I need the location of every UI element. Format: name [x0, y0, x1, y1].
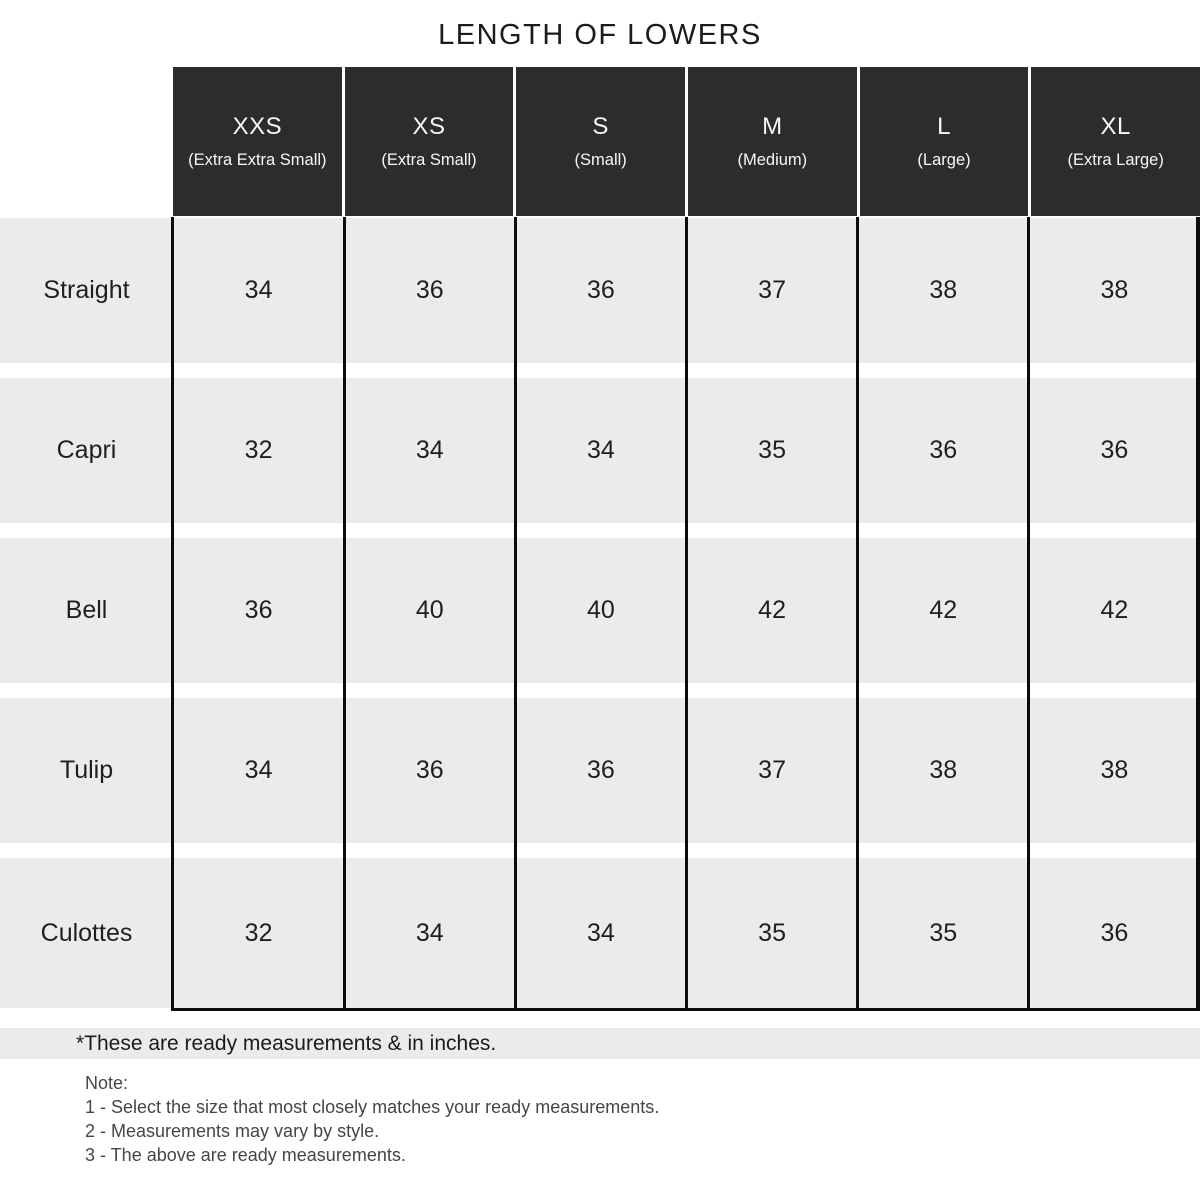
- measurement-cell: 42: [758, 596, 786, 624]
- measurement-cell: 34: [244, 276, 273, 304]
- measurement-cell: 38: [929, 276, 958, 304]
- size-full-name: (Extra Extra Small): [188, 151, 327, 169]
- column-divider: [856, 217, 859, 1011]
- table-right-border: [1196, 217, 1200, 1011]
- measurement-cell: 32: [244, 918, 273, 947]
- measurement-cell: 32: [244, 436, 273, 464]
- row-label: Tulip: [59, 756, 114, 784]
- measurement-cell: 37: [758, 756, 786, 784]
- size-code: S: [592, 113, 609, 140]
- row-label: Bell: [65, 596, 108, 624]
- table-row-bell: Bell 36 40 40 42 42 42: [0, 538, 1200, 683]
- footnote-band: *These are ready measurements & in inche…: [0, 1028, 1200, 1059]
- measurement-cell: 36: [587, 756, 615, 784]
- size-full-name: (Medium): [737, 151, 808, 169]
- measurement-cell: 38: [1100, 276, 1129, 304]
- measurement-cell: 36: [244, 596, 273, 624]
- row-label: Straight: [43, 276, 130, 304]
- size-column-header-l: L (Large): [859, 67, 1029, 216]
- measurement-cell: 34: [587, 918, 615, 947]
- size-code: XS: [412, 113, 446, 140]
- page-title: LENGTH OF LOWERS: [438, 19, 762, 51]
- measurement-cell: 38: [929, 756, 958, 784]
- measurement-cell: 36: [415, 276, 444, 304]
- measurement-cell: 36: [1100, 918, 1129, 947]
- row-label: Culottes: [40, 918, 133, 947]
- measurement-cell: 35: [758, 436, 786, 464]
- size-column-header-s: S (Small): [516, 67, 686, 216]
- size-column-header-xs: XS (Extra Small): [344, 67, 514, 216]
- table-row-tulip: Tulip 34 36 36 37 38 38: [0, 698, 1200, 843]
- size-code: L: [937, 113, 951, 140]
- size-code: M: [762, 113, 783, 140]
- measurement-cell: 37: [758, 276, 786, 304]
- column-divider: [514, 217, 517, 1011]
- size-code: XXS: [232, 113, 283, 140]
- measurement-cell: 40: [587, 596, 615, 624]
- measurement-cell: 36: [415, 756, 444, 784]
- note-item: 1 - Select the size that most closely ma…: [85, 1097, 660, 1117]
- size-column-header-m: M (Medium): [688, 67, 857, 216]
- row-label: Capri: [56, 436, 117, 464]
- size-column-header-xl: XL (Extra Large): [1031, 67, 1200, 216]
- table-row-capri: Capri 32 34 34 35 36 36: [0, 378, 1200, 523]
- table-row-culottes: Culottes 32 34 34 35 35 36: [0, 858, 1200, 1008]
- size-full-name: (Extra Small): [381, 151, 477, 169]
- measurement-cell: 36: [929, 436, 958, 464]
- measurement-cell: 34: [415, 918, 444, 947]
- column-divider: [685, 217, 688, 1011]
- size-full-name: (Extra Large): [1067, 151, 1164, 169]
- measurement-cell: 42: [1100, 596, 1129, 624]
- measurement-cell: 34: [415, 436, 444, 464]
- size-header-row: XXS (Extra Extra Small) XS (Extra Small)…: [173, 67, 1200, 216]
- notes-block: Note: 1 - Select the size that most clos…: [85, 1071, 659, 1167]
- notes-heading: Note:: [85, 1073, 129, 1093]
- measurement-cell: 40: [415, 596, 444, 624]
- measurement-cell: 42: [929, 596, 958, 624]
- column-divider: [343, 217, 346, 1011]
- measurement-cell: 35: [929, 918, 958, 947]
- table-bottom-border: [171, 1008, 1200, 1011]
- measurement-cell: 34: [244, 756, 273, 784]
- measurement-cell: 36: [587, 276, 615, 304]
- measurement-cell: 38: [1100, 756, 1129, 784]
- footnote-text: *These are ready measurements & in inche…: [76, 1031, 497, 1055]
- measurement-cell: 36: [1100, 436, 1129, 464]
- measurement-cell: 35: [758, 918, 786, 947]
- note-item: 3 - The above are ready measurements.: [85, 1145, 406, 1165]
- size-full-name: (Large): [917, 151, 971, 169]
- note-item: 2 - Measurements may vary by style.: [85, 1121, 380, 1141]
- size-column-header-xxs: XXS (Extra Extra Small): [173, 67, 342, 216]
- measurement-cell: 34: [587, 436, 615, 464]
- size-code: XL: [1100, 113, 1131, 140]
- size-full-name: (Small): [574, 151, 627, 169]
- table-row-straight: Straight 34 36 36 37 38 38: [0, 218, 1200, 363]
- column-divider: [1027, 217, 1030, 1011]
- column-divider: [171, 217, 174, 1011]
